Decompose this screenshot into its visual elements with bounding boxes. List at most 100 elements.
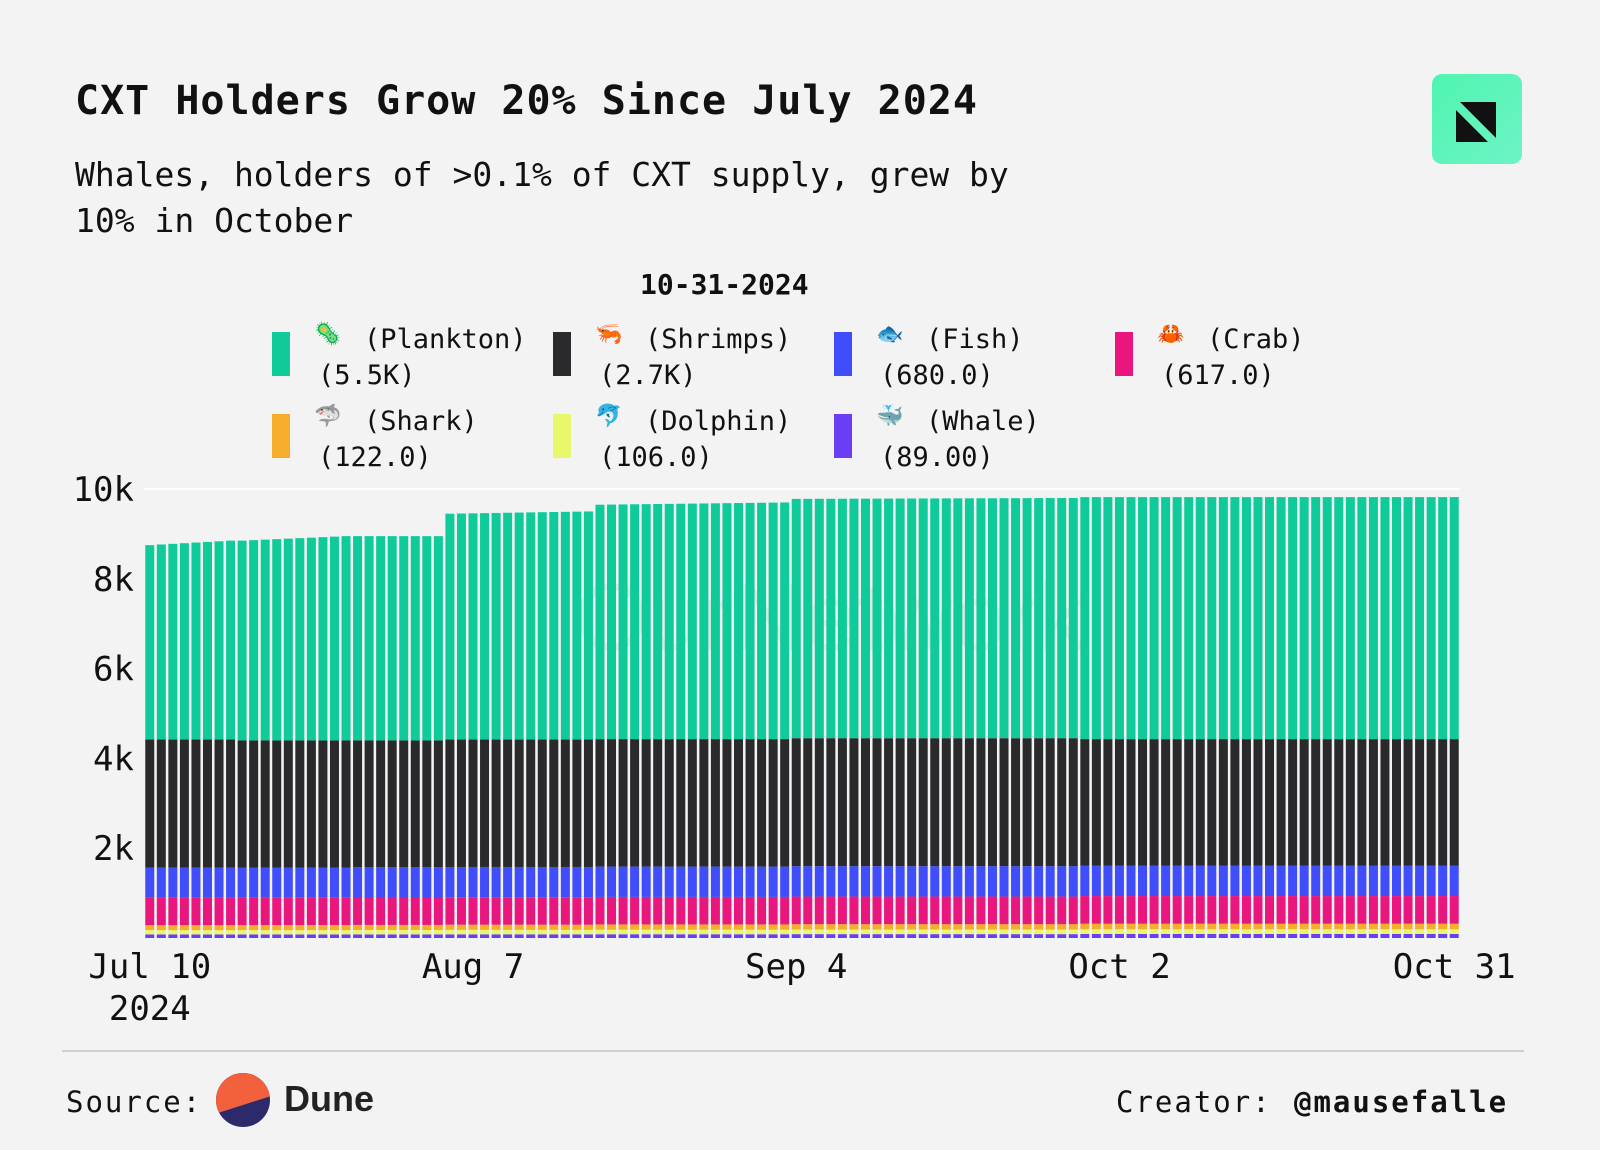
legend-item-plankton[interactable]: 🦠 (Plankton) (5.5K) — [272, 322, 552, 392]
bar-segment-shrimps[interactable] — [1253, 739, 1263, 866]
bar-segment-dolphin[interactable] — [1195, 929, 1205, 934]
bar-segment-crab[interactable] — [249, 897, 259, 926]
bar-segment-shark[interactable] — [1380, 923, 1390, 930]
bar-segment-dolphin[interactable] — [306, 930, 316, 935]
bar-segment-dolphin[interactable] — [445, 929, 455, 935]
bar-segment-shrimps[interactable] — [687, 739, 697, 867]
bar-segment-shark[interactable] — [1149, 923, 1159, 930]
bar-segment-fish[interactable] — [526, 866, 536, 898]
bar-segment-whale[interactable] — [214, 934, 224, 938]
bar-segment-whale[interactable] — [826, 934, 836, 938]
bar-segment-shrimps[interactable] — [618, 739, 628, 867]
bar-segment-crab[interactable] — [168, 897, 178, 926]
bar-segment-crab[interactable] — [653, 896, 663, 925]
bar-segment-shark[interactable] — [537, 924, 547, 930]
bar-segment-whale[interactable] — [364, 934, 374, 938]
bar-segment-crab[interactable] — [1449, 896, 1459, 924]
creator-handle[interactable]: @mausefalle — [1294, 1085, 1509, 1119]
bar-segment-whale[interactable] — [1114, 934, 1124, 938]
bar-segment-shrimps[interactable] — [1276, 739, 1286, 866]
bar-segment-fish[interactable] — [964, 866, 974, 897]
legend-item-fish[interactable]: 🐟 (Fish) (680.0) — [834, 322, 1114, 392]
bar-segment-dolphin[interactable] — [664, 929, 674, 935]
bar-segment-fish[interactable] — [941, 866, 951, 897]
bar-segment-dolphin[interactable] — [410, 930, 420, 935]
bar-segment-crab[interactable] — [237, 897, 247, 926]
bar-segment-shrimps[interactable] — [860, 738, 870, 867]
bar-segment-dolphin[interactable] — [272, 930, 282, 935]
bar-segment-shark[interactable] — [387, 924, 397, 930]
bar-segment-dolphin[interactable] — [941, 929, 951, 935]
bar-segment-shark[interactable] — [468, 924, 478, 930]
bar-segment-shrimps[interactable] — [433, 740, 443, 868]
bar-segment-plankton[interactable] — [537, 512, 547, 740]
bar-segment-shrimps[interactable] — [1011, 738, 1021, 867]
bar-segment-plankton[interactable] — [1022, 498, 1032, 739]
bar-segment-shrimps[interactable] — [1449, 739, 1459, 866]
bar-segment-fish[interactable] — [953, 866, 963, 897]
bar-segment-plankton[interactable] — [860, 498, 870, 739]
bar-segment-whale[interactable] — [1103, 934, 1113, 938]
bar-segment-shark[interactable] — [480, 924, 490, 930]
bar-segment-plankton[interactable] — [572, 511, 582, 740]
bar-segment-whale[interactable] — [1392, 934, 1402, 938]
bar-segment-shark[interactable] — [399, 924, 409, 930]
bar-segment-crab[interactable] — [814, 896, 824, 925]
bar-segment-dolphin[interactable] — [168, 930, 178, 935]
bar-segment-shrimps[interactable] — [445, 739, 455, 867]
bar-segment-whale[interactable] — [526, 934, 536, 938]
bar-segment-shrimps[interactable] — [930, 738, 940, 867]
bar-segment-whale[interactable] — [1357, 934, 1367, 938]
bar-segment-crab[interactable] — [572, 897, 582, 925]
bar-segment-plankton[interactable] — [757, 502, 767, 740]
bar-segment-fish[interactable] — [780, 866, 790, 897]
bar-segment-fish[interactable] — [722, 866, 732, 897]
bar-segment-shark[interactable] — [1322, 923, 1332, 930]
bar-segment-dolphin[interactable] — [214, 930, 224, 935]
bar-segment-whale[interactable] — [1276, 934, 1286, 938]
bar-segment-fish[interactable] — [1218, 865, 1228, 897]
bar-segment-shark[interactable] — [1288, 923, 1298, 930]
bar-segment-whale[interactable] — [237, 934, 247, 938]
bar-segment-shrimps[interactable] — [1068, 738, 1078, 867]
bar-segment-whale[interactable] — [722, 934, 732, 938]
bar-segment-whale[interactable] — [226, 934, 236, 938]
bar-segment-fish[interactable] — [226, 867, 236, 898]
bar-segment-whale[interactable] — [595, 934, 605, 938]
bar-segment-dolphin[interactable] — [595, 929, 605, 935]
bar-segment-fish[interactable] — [145, 867, 155, 898]
bar-segment-fish[interactable] — [491, 866, 501, 898]
bar-segment-whale[interactable] — [1449, 934, 1459, 938]
bar-segment-plankton[interactable] — [226, 540, 236, 740]
bar-segment-plankton[interactable] — [1091, 497, 1101, 740]
bar-segment-crab[interactable] — [1380, 896, 1390, 924]
bar-segment-plankton[interactable] — [456, 513, 466, 740]
bar-segment-whale[interactable] — [191, 934, 201, 938]
bar-segment-shark[interactable] — [884, 924, 894, 930]
bar-segment-dolphin[interactable] — [376, 930, 386, 935]
bar-segment-fish[interactable] — [1011, 866, 1021, 897]
bar-segment-fish[interactable] — [514, 866, 524, 898]
bar-segment-crab[interactable] — [1091, 896, 1101, 924]
bar-segment-whale[interactable] — [734, 934, 744, 938]
bar-segment-shark[interactable] — [272, 925, 282, 931]
bar-segment-fish[interactable] — [1034, 866, 1044, 897]
bar-segment-dolphin[interactable] — [295, 930, 305, 935]
bar-segment-whale[interactable] — [445, 934, 455, 938]
bar-segment-dolphin[interactable] — [1392, 929, 1402, 934]
bar-segment-shark[interactable] — [687, 924, 697, 930]
bar-segment-whale[interactable] — [1368, 934, 1378, 938]
bar-segment-crab[interactable] — [1438, 896, 1448, 924]
bar-segment-crab[interactable] — [630, 896, 640, 925]
bar-segment-crab[interactable] — [722, 896, 732, 925]
bar-segment-fish[interactable] — [768, 866, 778, 897]
bar-segment-plankton[interactable] — [1172, 497, 1182, 740]
bar-segment-plankton[interactable] — [1299, 497, 1309, 740]
bar-segment-whale[interactable] — [1034, 934, 1044, 938]
bar-segment-dolphin[interactable] — [202, 930, 212, 935]
bar-segment-plankton[interactable] — [826, 498, 836, 739]
bar-segment-whale[interactable] — [976, 934, 986, 938]
bar-segment-whale[interactable] — [260, 934, 270, 938]
bar-segment-plankton[interactable] — [837, 498, 847, 739]
bar-segment-fish[interactable] — [1438, 865, 1448, 897]
